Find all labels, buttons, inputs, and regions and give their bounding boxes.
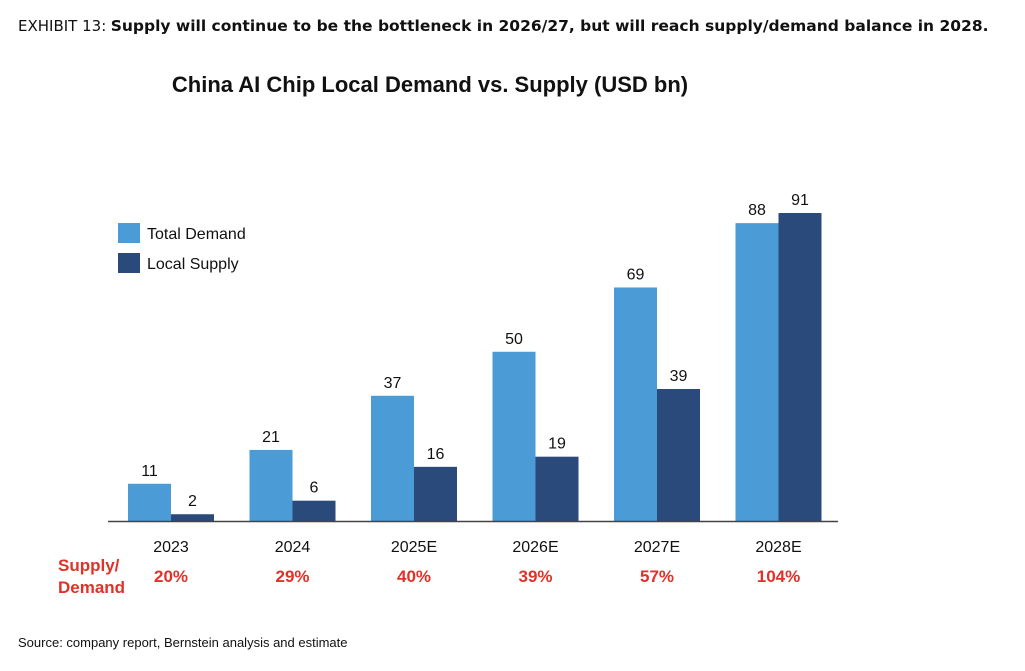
x-tick-label: 2028E xyxy=(755,539,801,556)
legend-label: Total Demand xyxy=(147,226,246,243)
bar-supply-2023 xyxy=(171,514,214,521)
data-label: 21 xyxy=(262,429,280,446)
supply-demand-ratio: 29% xyxy=(275,567,309,586)
data-label: 11 xyxy=(141,463,158,480)
bar-demand-2027E xyxy=(614,287,657,521)
exhibit-heading: EXHIBIT 13: Supply will continue to be t… xyxy=(18,17,989,36)
supply-demand-ratio: 104% xyxy=(757,567,800,586)
supply-demand-label-line2: Demand xyxy=(58,578,126,597)
data-label: 69 xyxy=(627,266,645,283)
exhibit-label: EXHIBIT 13: xyxy=(18,17,107,35)
data-label: 88 xyxy=(748,202,766,219)
data-label: 39 xyxy=(670,368,688,385)
bar-supply-2025E xyxy=(414,466,457,521)
supply-demand-ratio: 20% xyxy=(154,567,188,586)
bar-demand-2023 xyxy=(128,483,171,521)
bar-demand-2026E xyxy=(492,351,536,521)
bar-demand-2028E xyxy=(735,223,779,521)
data-label: 2 xyxy=(188,493,197,510)
chart-title: China AI Chip Local Demand vs. Supply (U… xyxy=(171,72,689,97)
exhibit-title: Supply will continue to be the bottlenec… xyxy=(110,17,989,35)
supply-demand-label: Supply/ Demand xyxy=(58,555,125,599)
bar-supply-2026E xyxy=(535,456,579,521)
data-label: 16 xyxy=(427,446,445,463)
data-label: 50 xyxy=(505,331,523,348)
x-tick-label: 2025E xyxy=(391,539,437,556)
data-label: 91 xyxy=(791,192,809,209)
data-label: 37 xyxy=(384,375,402,392)
legend-label: Local Supply xyxy=(147,256,239,273)
bar-supply-2028E xyxy=(778,213,822,521)
bar-demand-2025E xyxy=(371,395,414,521)
legend-swatch xyxy=(118,223,140,243)
data-label: 19 xyxy=(548,436,566,453)
source-note: Source: company report, Bernstein analys… xyxy=(18,635,348,650)
x-tick-label: 2024 xyxy=(275,539,311,556)
bar-demand-2024 xyxy=(249,449,293,521)
supply-demand-label-line1: Supply/ xyxy=(58,556,120,575)
bar-supply-2024 xyxy=(292,500,336,521)
legend-swatch xyxy=(118,253,140,273)
bar-supply-2027E xyxy=(657,389,700,521)
supply-demand-ratio: 39% xyxy=(518,567,552,586)
x-tick-label: 2026E xyxy=(512,539,558,556)
supply-demand-ratio: 40% xyxy=(397,567,431,586)
data-label: 6 xyxy=(310,480,319,497)
x-tick-label: 2027E xyxy=(634,539,680,556)
x-tick-label: 2023 xyxy=(153,539,189,556)
supply-demand-ratio: 57% xyxy=(640,567,674,586)
